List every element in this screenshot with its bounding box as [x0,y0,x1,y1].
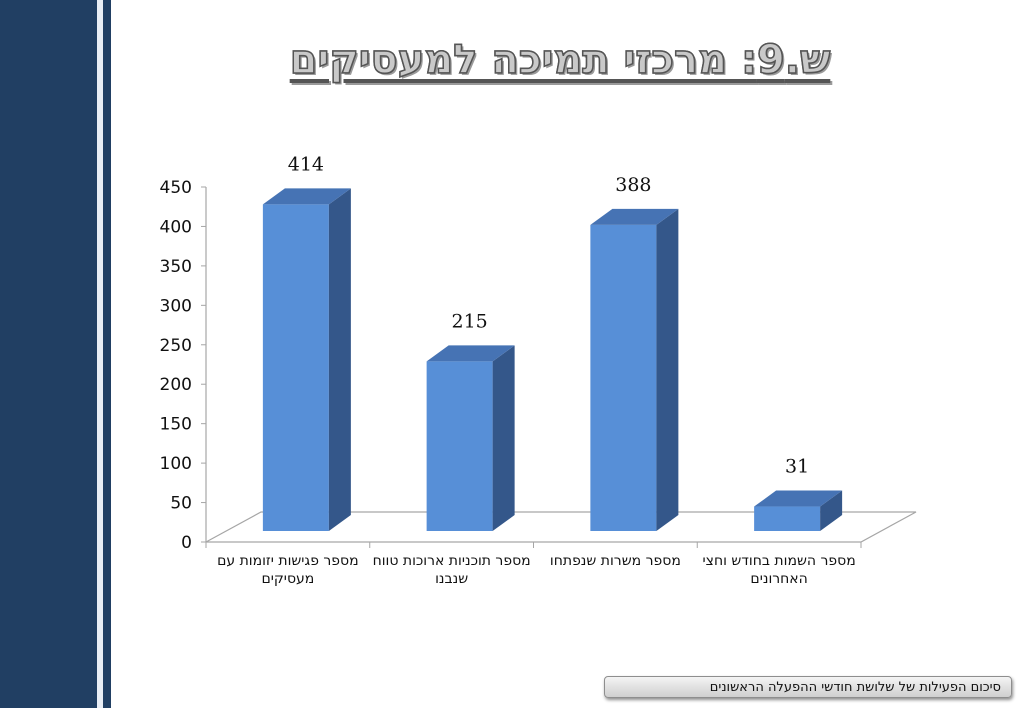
bars [262,188,843,531]
y-tick-label: 400 [160,217,192,237]
category-label: מספר תוכניות ארוכות טווח שנבנו [372,553,531,587]
bar-top [590,208,679,225]
bar-top [262,188,351,205]
data-labels: 414 215 388 31 [288,153,809,477]
chart-floor [205,511,917,543]
footer-caption: סיכום הפעילות של שלושת חודשי ההפעלה הראש… [604,676,1012,698]
bar [426,345,515,531]
slide-title: ש.9: מרכזי תמיכה למעסיקים [289,36,831,84]
y-tick-label: 50 [170,494,192,514]
y-tick-label: 300 [160,296,192,316]
bar-front [754,506,821,531]
bar-front [590,224,657,531]
y-tick-label: 250 [160,336,192,356]
data-label: 388 [615,174,651,196]
y-tick-label: 0 [181,533,192,553]
y-tick-label: 150 [160,415,192,435]
bar-top [426,345,515,362]
bar [262,188,351,531]
bar-side [328,188,351,531]
data-label: 215 [451,310,487,332]
bar-front [262,204,329,531]
bar-top [754,490,843,507]
sidebar-gap [97,0,103,708]
category-label: מספר משרות שנפתחו [549,553,681,569]
bar-side [656,208,679,531]
bar [754,490,843,531]
bar [590,208,679,531]
category-label: מספר פגישות יזומות עם מעסיקים [217,553,359,587]
bar-front [426,361,493,531]
y-axis: 0 50 100 150 200 250 300 350 400 450 [160,178,862,553]
bar-side [820,490,843,531]
y-tick-label: 200 [160,375,192,395]
data-label: 31 [785,456,809,478]
sidebar-band [0,0,97,708]
category-label: מספר השמות בחודש וחצי האחרונים [702,553,856,587]
y-tick-label: 350 [160,257,192,277]
data-label: 414 [288,153,324,175]
y-tick-label: 450 [160,178,192,198]
floor-plane [205,511,917,543]
y-tick-label: 100 [160,454,192,474]
bar-side [492,345,515,531]
sidebar-stripe [103,0,111,708]
